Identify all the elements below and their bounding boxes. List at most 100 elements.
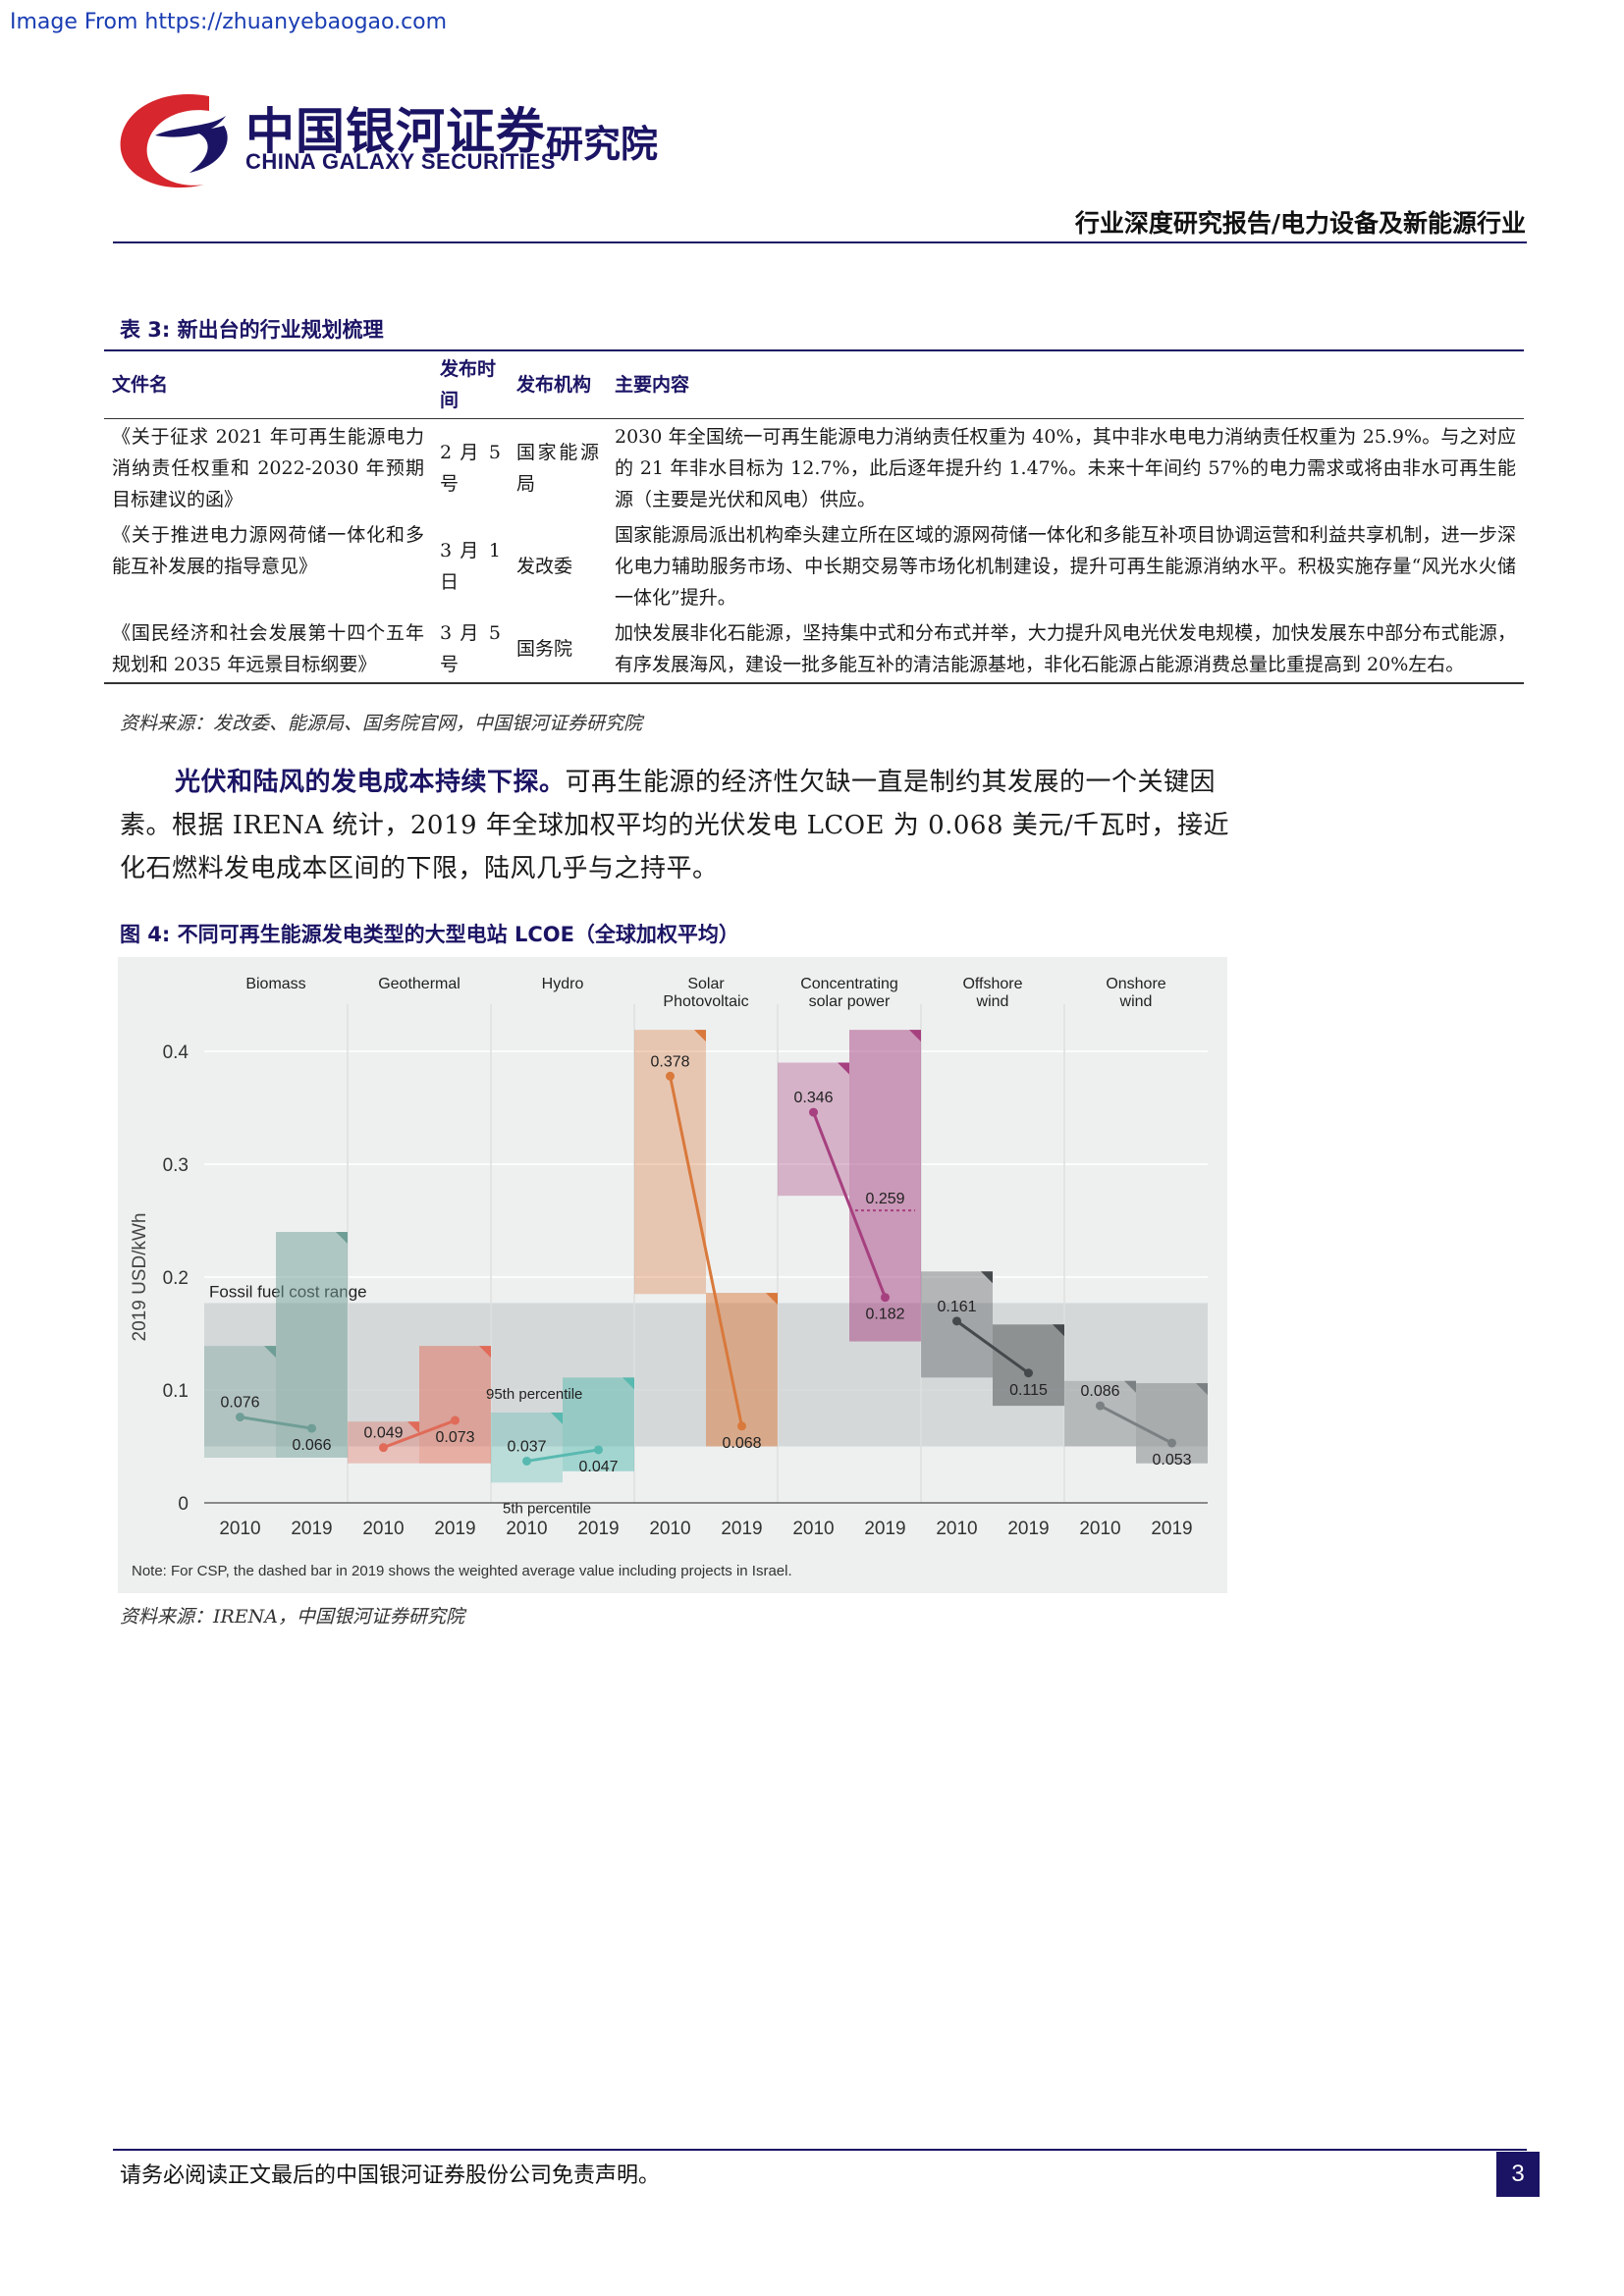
percentile-marker xyxy=(838,1062,849,1075)
figure-caption: 图 4: 不同可再生能源发电类型的大型电站 LCOE（全球加权平均） xyxy=(120,923,739,946)
percentile-marker xyxy=(551,1413,563,1424)
p95-annotation: 95th percentile xyxy=(486,1386,582,1403)
cell-org: 发改委 xyxy=(516,556,573,577)
category-label: wind xyxy=(976,993,1009,1010)
cell-date: 3 月 5 号 xyxy=(432,615,509,684)
x-tick-label: 2010 xyxy=(1079,1519,1120,1539)
cell-doc: 《关于推进电力源网荷储一体化和多能互补发展的指导意见》 xyxy=(112,524,424,577)
x-tick-label: 2019 xyxy=(577,1519,619,1539)
data-point xyxy=(809,1107,818,1117)
header-rule xyxy=(113,241,1527,243)
data-label: 0.037 xyxy=(507,1438,546,1455)
data-point xyxy=(379,1443,388,1453)
data-label: 0.068 xyxy=(722,1435,761,1452)
p5-annotation: 5th percentile xyxy=(503,1500,591,1517)
category-label: wind xyxy=(1119,993,1153,1010)
table-source: 资料来源：发改委、能源局、国务院官网，中国银河证券研究院 xyxy=(120,713,643,734)
data-point xyxy=(1167,1438,1176,1448)
table-row: 《关于征求 2021 年可再生能源电力消纳责任权重和 2022-2030 年预期… xyxy=(104,419,1524,518)
range-bar xyxy=(348,1421,419,1464)
percentile-marker xyxy=(1196,1383,1208,1396)
data-point xyxy=(307,1423,316,1433)
data-label: 0.346 xyxy=(793,1090,833,1106)
range-bar xyxy=(1136,1383,1208,1464)
trend-line xyxy=(240,1415,312,1430)
galaxy-logo-icon xyxy=(120,94,228,188)
data-label: 0.053 xyxy=(1152,1452,1191,1468)
range-bar xyxy=(204,1346,276,1458)
x-tick-label: 2010 xyxy=(936,1519,977,1539)
x-tick-label: 2010 xyxy=(792,1519,834,1539)
category-label: solar power xyxy=(809,993,891,1010)
range-bar xyxy=(563,1377,634,1471)
category-label: Offshore xyxy=(962,976,1022,992)
cell-org: 国家能源局 xyxy=(516,442,599,495)
cell-doc: 《国民经济和社会发展第十四个五年规划和 2035 年远景目标纲要》 xyxy=(104,615,432,684)
cell-org: 国务院 xyxy=(509,615,607,684)
x-tick-label: 2019 xyxy=(291,1519,332,1539)
range-bar xyxy=(419,1346,491,1464)
data-point xyxy=(522,1456,531,1466)
data-label: 0.182 xyxy=(865,1307,904,1323)
footer-disclaimer: 请务必阅读正文最后的中国银河证券股份公司免责声明。 xyxy=(120,2163,661,2188)
data-label: 0.047 xyxy=(578,1459,618,1475)
data-label: 0.378 xyxy=(650,1053,689,1070)
y-axis-label: 2019 USD/kWh xyxy=(130,1213,150,1342)
paragraph-lead: 光伏和陆风的发电成本持续下探。 xyxy=(175,768,566,797)
footer-rule xyxy=(113,2149,1527,2151)
x-tick-label: 2019 xyxy=(434,1519,475,1539)
data-label: 0.161 xyxy=(937,1299,976,1315)
category-label: Hydro xyxy=(542,976,584,992)
x-tick-label: 2010 xyxy=(219,1519,260,1539)
x-tick-label: 2010 xyxy=(649,1519,690,1539)
data-label: 0.066 xyxy=(292,1437,331,1454)
percentile-marker xyxy=(623,1377,634,1390)
cell-date: 3 月 1 日 xyxy=(440,540,501,593)
cell-content: 国家能源局派出机构牵头建立所在区域的源网荷储一体化和多能互补项目协调运营和利益共… xyxy=(615,524,1516,609)
range-bar xyxy=(1064,1380,1136,1447)
percentile-marker xyxy=(909,1030,921,1042)
category-label: Solar xyxy=(687,976,725,992)
figure-source: 资料来源：IRENA，中国银河证券研究院 xyxy=(120,1606,465,1628)
category-label: Concentrating xyxy=(800,976,898,992)
data-point xyxy=(737,1421,746,1431)
data-point xyxy=(1024,1368,1033,1378)
y-tick-label: 0.1 xyxy=(163,1381,189,1402)
percentile-marker xyxy=(407,1421,419,1434)
x-tick-label: 2019 xyxy=(1007,1519,1049,1539)
data-point xyxy=(666,1071,675,1081)
percentile-marker xyxy=(1124,1380,1136,1393)
y-tick-label: 0.2 xyxy=(163,1268,189,1289)
dashed-average-label: 0.259 xyxy=(865,1191,904,1207)
col-header-content: 主要内容 xyxy=(607,349,1524,419)
trend-line xyxy=(812,1111,887,1299)
col-header-doc: 文件名 xyxy=(104,349,432,419)
percentile-marker xyxy=(264,1346,276,1359)
trend-line xyxy=(382,1418,457,1450)
data-point xyxy=(952,1316,961,1326)
data-label: 0.049 xyxy=(363,1425,403,1442)
data-point xyxy=(451,1415,460,1425)
range-bar xyxy=(491,1413,563,1483)
data-label: 0.076 xyxy=(220,1395,259,1412)
cell-content: 加快发展非化石能源，坚持集中式和分布式并举，大力提升风电光伏发电规模，加快发展东… xyxy=(607,615,1524,684)
cell-content: 2030 年全国统一可再生能源电力消纳责任权重为 40%，其中非水电电力消纳责任… xyxy=(615,426,1516,510)
data-label: 0.073 xyxy=(435,1429,474,1446)
x-tick-label: 2010 xyxy=(506,1519,547,1539)
range-bar xyxy=(849,1030,921,1342)
data-point xyxy=(1096,1401,1105,1411)
col-header-date: 发布时间 xyxy=(432,349,509,419)
percentile-marker xyxy=(1053,1324,1064,1337)
percentile-marker xyxy=(479,1346,491,1359)
brand-name-cn: 中国银河证券 xyxy=(245,103,546,160)
trend-line xyxy=(955,1319,1030,1374)
range-bar xyxy=(993,1324,1064,1407)
x-tick-label: 2019 xyxy=(721,1519,762,1539)
col-header-org: 发布机构 xyxy=(509,349,607,419)
data-point xyxy=(236,1413,244,1422)
data-point xyxy=(594,1445,603,1455)
trend-line xyxy=(526,1448,599,1463)
percentile-marker xyxy=(336,1232,348,1244)
